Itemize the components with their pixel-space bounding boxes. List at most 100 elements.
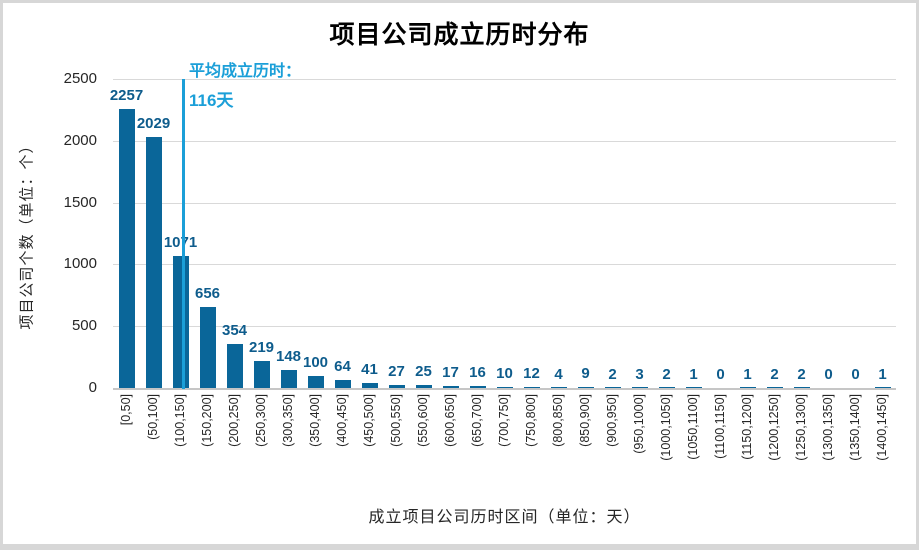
x-tick-label: (350,400]: [308, 394, 322, 447]
y-axis-title-text: 项目公司个数（单位：个）: [18, 137, 36, 330]
y-tick-label: 500: [71, 317, 97, 335]
gridline: [113, 140, 896, 142]
x-tick-label: (800,850]: [551, 394, 565, 447]
bar-value-label: 219: [248, 338, 275, 356]
x-axis-title: 成立项目公司历时区间（单位：天）: [368, 509, 641, 526]
bar-value-label: 656: [194, 284, 221, 302]
y-tick-label: 0: [88, 379, 97, 396]
bar: [766, 387, 783, 388]
bar: [172, 255, 189, 388]
bar-value-label: 2029: [136, 115, 171, 133]
bar-value-label: 0: [851, 366, 860, 383]
bar: [199, 306, 216, 388]
bar-value-label: 10: [496, 364, 513, 382]
bar: [577, 386, 594, 388]
x-tick-label: (1050,1100]: [686, 394, 700, 460]
gridline: [113, 202, 896, 204]
x-tick-label: (600,650]: [443, 394, 457, 447]
chart-title: 项目公司成立历时分布: [329, 22, 590, 49]
bar-value-label: 41: [361, 360, 378, 378]
bar-value-label: 1: [689, 365, 698, 383]
bar: [415, 384, 432, 388]
x-tick-label: (700,750]: [497, 394, 511, 447]
bar: [145, 137, 162, 388]
bar-value-label: 16: [469, 364, 486, 382]
bar-value-label: 0: [824, 366, 833, 383]
bar: [226, 344, 243, 388]
x-tick-label: (900,950]: [605, 394, 619, 447]
x-tick-label: (250,300]: [254, 394, 268, 447]
x-tick-label: (1300,1350]: [821, 394, 835, 461]
y-tick-label: 2000: [63, 131, 97, 149]
bar-value-label: 1: [878, 365, 887, 383]
bar: [604, 387, 621, 388]
bar-value-label: 25: [415, 362, 432, 380]
plot-area: 2257 2029 1071 656 354 219 148 100 64 41 27 25 17 16 1…: [109, 79, 896, 390]
bar-value-label: 148: [275, 347, 302, 365]
y-tick-label: 1500: [63, 193, 97, 211]
bar: [631, 387, 648, 388]
bar: [388, 384, 405, 388]
bar-value-label: 354: [221, 322, 248, 340]
x-axis-line: [113, 388, 896, 390]
bar-value-label: 17: [442, 363, 459, 381]
y-axis-title: 项目公司个数（单位：个）: [9, 79, 43, 388]
bar: [469, 386, 486, 388]
bar: [793, 387, 810, 388]
bar: [874, 387, 891, 388]
bar: [118, 109, 135, 388]
x-tick-label: (1150,1200]: [740, 394, 754, 460]
bar: [253, 360, 270, 388]
gridline: [113, 264, 896, 266]
gridline: [113, 326, 896, 328]
bar: [280, 369, 297, 388]
bar: [334, 380, 351, 388]
x-tick-label: (400,450]: [335, 394, 349, 447]
x-tick-label: (500,550]: [389, 394, 403, 447]
bar-value-label: 2257: [109, 87, 144, 105]
bar-value-label: 2: [662, 365, 671, 383]
bar-value-label: 27: [388, 362, 405, 380]
x-tick-label: (450,500]: [362, 394, 376, 447]
bar: [658, 387, 675, 388]
x-tick-label: (1350,1400]: [848, 394, 862, 461]
bar-value-label: 1: [743, 365, 752, 383]
average-annotation-line1: 平均成立历时：: [189, 63, 302, 80]
bar: [307, 375, 324, 388]
y-tick-label: 1000: [63, 255, 97, 273]
x-tick-label: (50,100]: [146, 394, 160, 440]
x-tick-label: (300,350]: [281, 394, 295, 447]
bar-value-label: 12: [523, 364, 540, 382]
x-tick-label: (200,250]: [227, 394, 241, 447]
bar: [550, 387, 567, 388]
x-tick-label: (100,150]: [173, 394, 187, 447]
x-tick-label: (950,1000]: [632, 394, 646, 454]
x-tick-label: (1400,1450]: [875, 394, 889, 461]
x-tick-label: (1000,1050]: [659, 394, 673, 461]
y-tick-label: 2500: [63, 70, 97, 87]
bar-value-label: 1071: [163, 233, 198, 251]
bar-value-label: 64: [334, 358, 351, 376]
bar-value-label: 9: [581, 364, 590, 382]
x-tick-label: (550,600]: [416, 394, 430, 447]
bar-value-label: 4: [554, 365, 563, 383]
bar: [523, 386, 540, 388]
bar: [442, 385, 459, 388]
bar-value-label: 2: [770, 365, 779, 383]
x-tick-label: (1250,1300]: [794, 394, 808, 461]
x-tick-label: [0,50]: [119, 394, 133, 426]
x-tick-label: (750,800]: [524, 394, 538, 447]
x-tick-label: (1200,1250]: [767, 394, 781, 461]
bar-value-label: 0: [716, 366, 725, 383]
bar: [739, 387, 756, 388]
average-duration-line: [182, 79, 185, 389]
x-tick-label: (650,700]: [470, 394, 484, 447]
x-tick-label: (1100,1150]: [713, 394, 727, 459]
bar-value-label: 100: [302, 353, 329, 371]
bar-value-label: 3: [635, 365, 644, 383]
gridline: [113, 79, 896, 80]
x-tick-label: (150,200]: [200, 394, 214, 447]
average-annotation-line2: 116天: [189, 91, 234, 110]
x-tick-label: (850,900]: [578, 394, 592, 447]
